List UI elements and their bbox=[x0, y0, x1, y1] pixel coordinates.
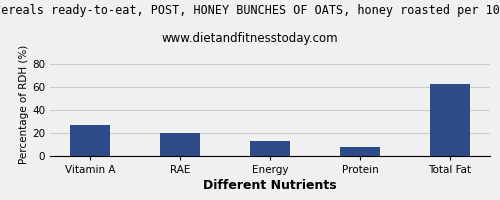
Text: www.dietandfitnesstoday.com: www.dietandfitnesstoday.com bbox=[162, 32, 338, 45]
Bar bbox=[160, 133, 200, 156]
Bar bbox=[430, 84, 470, 156]
Text: Cereals ready-to-eat, POST, HONEY BUNCHES OF OATS, honey roasted per 100: Cereals ready-to-eat, POST, HONEY BUNCHE… bbox=[0, 4, 500, 17]
Bar bbox=[340, 147, 380, 156]
X-axis label: Different Nutrients: Different Nutrients bbox=[203, 179, 337, 192]
Bar bbox=[250, 141, 290, 156]
Y-axis label: Percentage of RDH (%): Percentage of RDH (%) bbox=[19, 44, 29, 164]
Bar bbox=[70, 125, 110, 156]
